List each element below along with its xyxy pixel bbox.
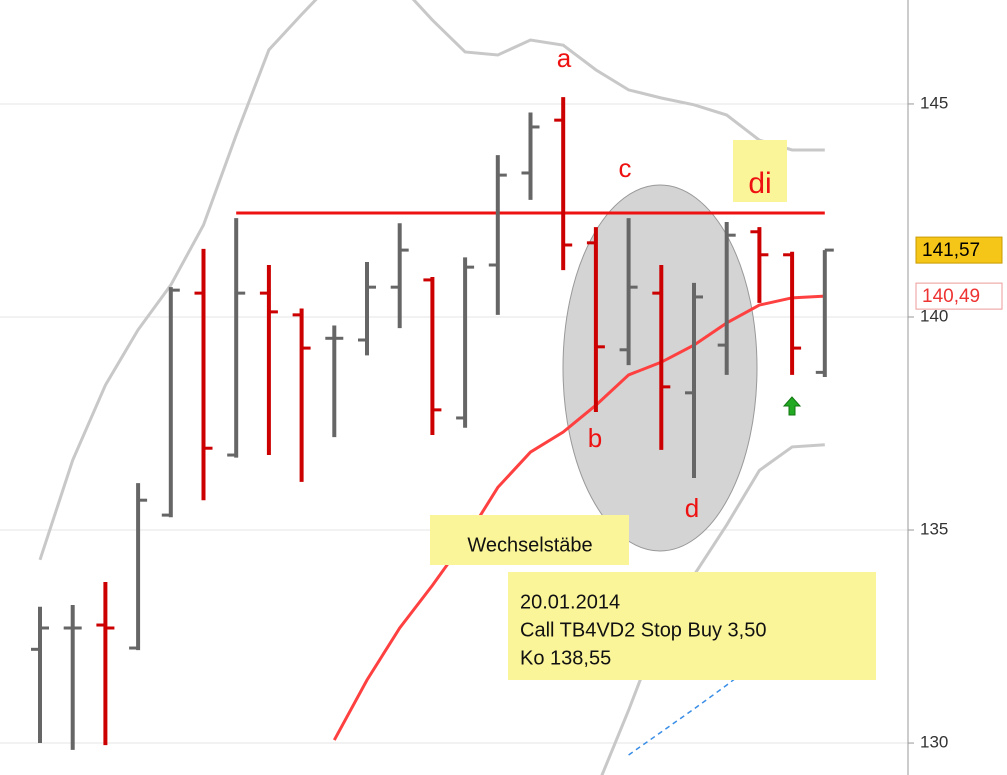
buy-arrow xyxy=(782,396,802,416)
y-tick-label: 145 xyxy=(920,93,948,112)
annotation: c xyxy=(619,153,632,183)
price-tag xyxy=(915,282,1003,310)
price-tag-label: 140,49 xyxy=(922,286,980,307)
note-bg xyxy=(508,572,876,680)
note-line: Ko 138,55 xyxy=(520,647,611,669)
y-tick-label: 135 xyxy=(920,520,948,539)
indicator-line xyxy=(332,294,825,741)
note-line: Call TB4VD2 Stop Buy 3,50 xyxy=(520,619,766,641)
annotation: Wechselstäbe xyxy=(467,534,592,556)
axis-labels: 130 135 140 145 141,57 140,49 xyxy=(908,93,1003,752)
indicator-line xyxy=(600,443,825,775)
annotation: a xyxy=(557,43,572,73)
price-tag-label: 141,57 xyxy=(922,240,980,261)
annotation: b xyxy=(588,423,602,453)
annotation-bg xyxy=(430,515,629,565)
note-line: 20.01.2014 xyxy=(520,591,620,613)
annotation: di xyxy=(748,167,771,200)
annotation-bg xyxy=(733,140,787,202)
price-tag xyxy=(915,236,1003,264)
annotations: a b c d di Wechselstäbe 20.01.2014 Call TB4VD2 … xyxy=(430,43,876,680)
y-tick-label: 130 xyxy=(920,733,948,752)
y-tick-label: 140 xyxy=(920,306,948,325)
annotation: d xyxy=(685,493,699,523)
indicator-line xyxy=(38,0,825,561)
